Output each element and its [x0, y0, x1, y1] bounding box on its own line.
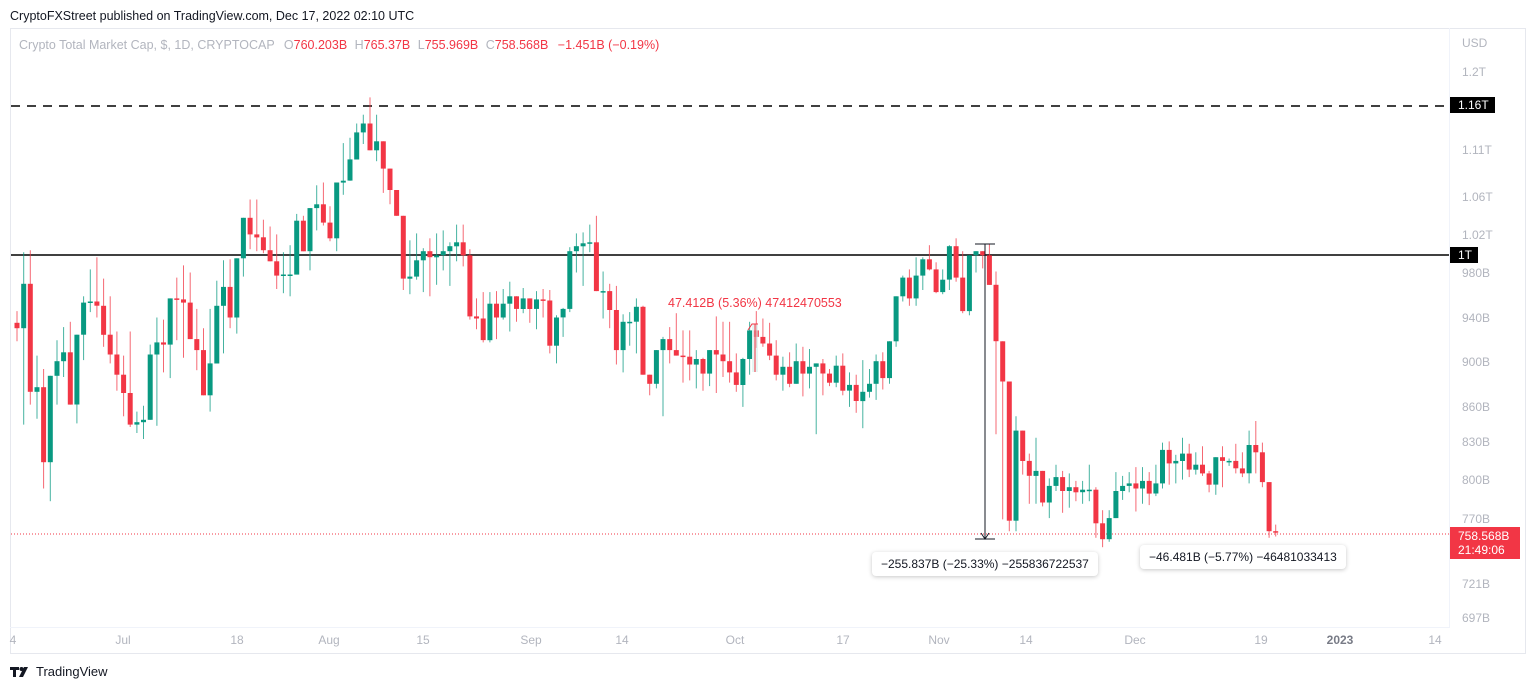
- measure-down-label-1: −255.837B (−25.33%) −255836722537: [872, 552, 1098, 576]
- ohlc-legend: Crypto Total Market Cap, $, 1D, CRYPTOCA…: [19, 38, 659, 52]
- price-axis-divider: [1449, 28, 1450, 627]
- open-value: 760.203B: [293, 38, 348, 52]
- tradingview-brand-label: TradingView: [36, 664, 108, 679]
- change-value: −1.451B (−0.19%): [557, 38, 660, 52]
- open-label: O: [283, 38, 294, 52]
- time-tick: 2023: [1326, 633, 1354, 647]
- arrow-down-icon: [980, 532, 990, 540]
- bar-countdown: 21:49:06: [1458, 543, 1505, 557]
- time-tick: 18: [230, 633, 244, 647]
- time-tick: 19: [1254, 633, 1268, 647]
- close-label: C: [485, 38, 495, 52]
- time-axis-divider: [10, 627, 1450, 628]
- time-tick: 14: [1428, 633, 1442, 647]
- publisher-line: CryptoFXStreet published on TradingView.…: [10, 9, 415, 23]
- tradingview-logo-icon: [10, 666, 28, 677]
- time-tick: Nov: [928, 633, 950, 647]
- price-tick: 980B: [1462, 266, 1491, 280]
- arrow-up-icon: [747, 323, 758, 331]
- price-tick: 830B: [1462, 435, 1491, 449]
- currency-label: USD: [1462, 36, 1488, 50]
- price-tick: 770B: [1462, 512, 1491, 526]
- price-tick: 697B: [1462, 611, 1491, 625]
- price-tick: 1.06T: [1462, 190, 1493, 204]
- low-value: 755.969B: [424, 38, 479, 52]
- time-tick: 17: [836, 633, 850, 647]
- time-tick: Sep: [520, 633, 542, 647]
- high-value: 765.37B: [363, 38, 411, 52]
- low-label: L: [417, 38, 425, 52]
- price-tick: 900B: [1462, 355, 1491, 369]
- price-tick: 800B: [1462, 473, 1491, 487]
- price-tick: 860B: [1462, 400, 1491, 414]
- chart-frame: [10, 28, 1526, 654]
- price-tick: 1.02T: [1462, 228, 1493, 242]
- last-price-badge: 758.568B 21:49:06: [1450, 527, 1520, 559]
- price-tick: 1.11T: [1462, 143, 1492, 157]
- time-tick: Oct: [725, 633, 745, 647]
- price-tick: 1.2T: [1462, 65, 1487, 79]
- time-tick: 15: [416, 633, 430, 647]
- time-tick: 14: [615, 633, 629, 647]
- time-tick: 4: [9, 633, 17, 647]
- level-badge: 1.16T: [1450, 97, 1495, 113]
- close-value: 758.568B: [494, 38, 549, 52]
- measure-up-label: 47.412B (5.36%) 47412470553: [668, 296, 842, 310]
- symbol-title[interactable]: Crypto Total Market Cap, $, 1D, CRYPTOCA…: [19, 38, 275, 52]
- last-price-value: 758.568B: [1458, 529, 1510, 543]
- time-tick: Aug: [318, 633, 340, 647]
- time-tick: 14: [1019, 633, 1033, 647]
- tradingview-brand[interactable]: TradingView: [10, 664, 108, 679]
- level-badge: 1T: [1450, 247, 1479, 263]
- price-tick: 721B: [1462, 577, 1491, 591]
- price-tick: 940B: [1462, 311, 1491, 325]
- measure-down-label-2: −46.481B (−5.77%) −46481033413: [1140, 545, 1346, 569]
- high-label: H: [354, 38, 364, 52]
- time-tick: Jul: [115, 633, 131, 647]
- time-tick: Dec: [1124, 633, 1146, 647]
